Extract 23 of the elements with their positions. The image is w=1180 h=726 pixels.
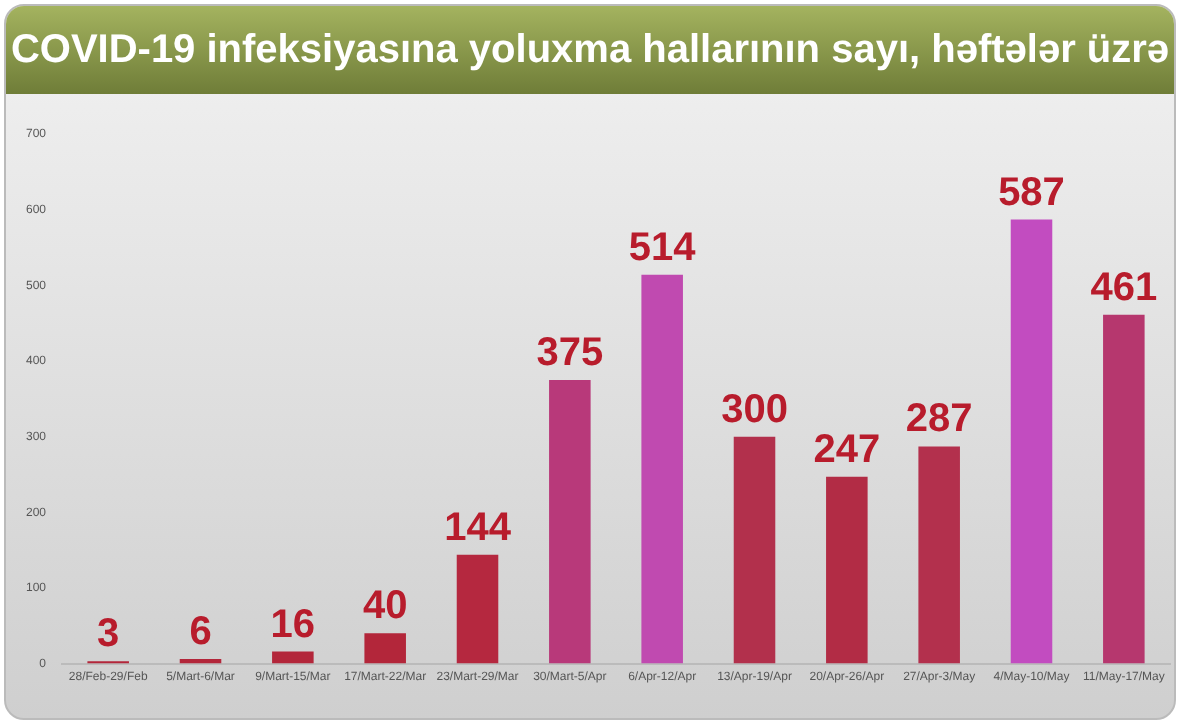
data-label: 144 — [444, 505, 513, 550]
bar — [641, 274, 683, 664]
bar — [364, 633, 406, 664]
data-label: 6 — [189, 610, 212, 655]
data-label: 247 — [813, 427, 881, 472]
chart-title: COVID-19 infeksiyasına yoluxma hallarının sayı, həftələr üzrə — [6, 6, 1174, 94]
bar — [733, 436, 776, 664]
bar — [1103, 314, 1145, 664]
bar — [918, 446, 960, 664]
data-label: 40 — [362, 584, 408, 629]
data-label: 3 — [97, 612, 120, 657]
data-label: 300 — [721, 387, 788, 432]
data-label: 375 — [536, 330, 604, 375]
bar — [549, 379, 591, 664]
bar — [1010, 219, 1053, 664]
bar — [456, 554, 499, 664]
data-label: 461 — [1090, 265, 1158, 310]
bar — [272, 651, 314, 664]
data-label: 16 — [270, 602, 316, 647]
bar — [826, 476, 868, 664]
data-label: 287 — [905, 397, 973, 442]
data-label: 514 — [628, 225, 698, 270]
data-label: 587 — [998, 170, 1065, 215]
